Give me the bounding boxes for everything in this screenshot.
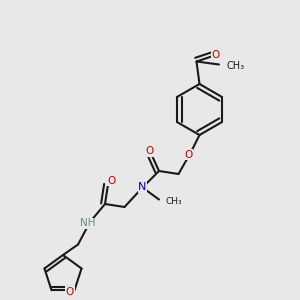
Text: O: O <box>146 146 154 157</box>
Text: CH₃: CH₃ <box>226 61 244 71</box>
Text: NH: NH <box>80 218 95 229</box>
Text: O: O <box>66 287 74 297</box>
Text: O: O <box>107 176 115 186</box>
Text: O: O <box>184 149 192 160</box>
Text: O: O <box>212 50 220 60</box>
Text: N: N <box>138 182 147 193</box>
Text: CH₃: CH₃ <box>166 197 182 206</box>
